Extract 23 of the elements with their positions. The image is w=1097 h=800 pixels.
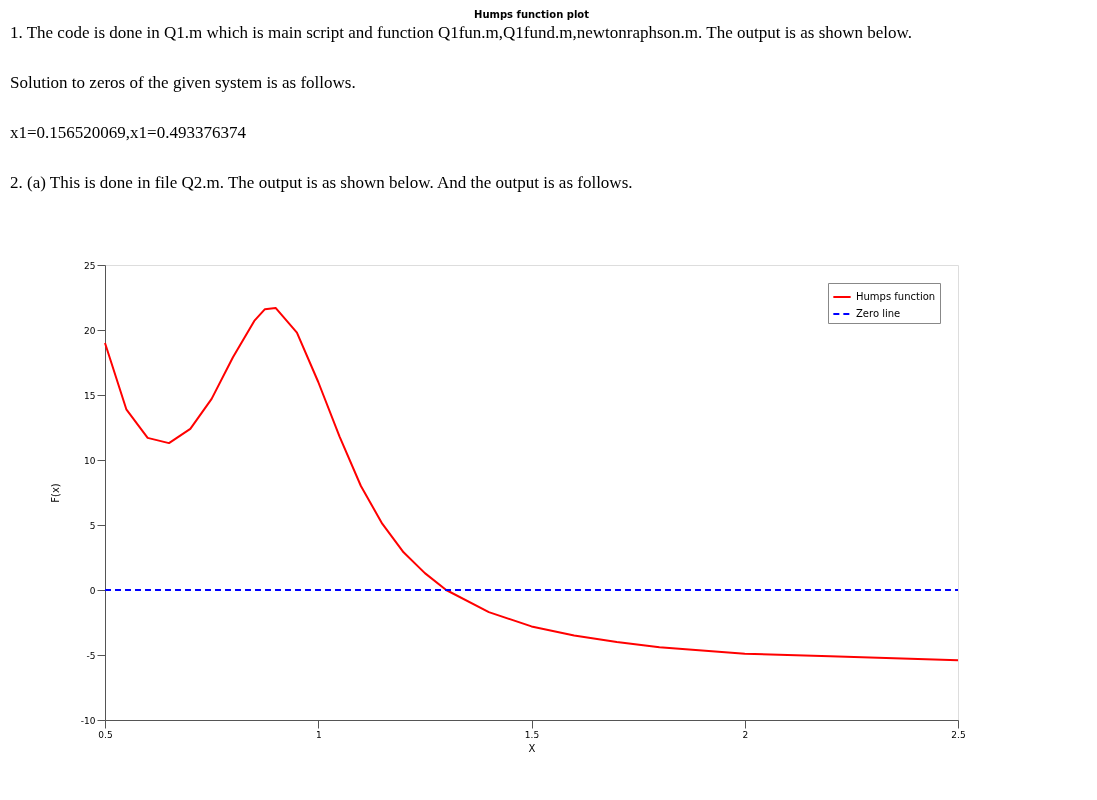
x-axis-title: X (528, 742, 536, 754)
x-tick-label: 2.5 (951, 729, 966, 740)
x-tick-label: 2 (742, 729, 749, 740)
line-series (104, 306, 959, 662)
y-axis-title: F(x) (49, 483, 61, 503)
text: x1=0.156520069,x1=0.493376374 (10, 123, 247, 142)
y-tick-label: 10 (84, 455, 96, 466)
y-tick-label: 15 (84, 390, 96, 401)
x-tick-label: 1 (315, 729, 322, 740)
y-tick-label: 0 (89, 585, 96, 596)
y-tick-label: 25 (84, 260, 96, 271)
text: Solution to zeros of the given system is as follows. (10, 73, 356, 92)
text: 1. The code is done in Q1.m which is main script and function Q1fun.m,Q1fund.m,newtonraphson.m. The output is as shown below. (10, 23, 912, 42)
y-tick-label: 5 (89, 520, 96, 531)
y-tick-label: 20 (84, 325, 96, 336)
chart-title: Humps function plot (474, 9, 590, 20)
y-tick-label: -10 (80, 715, 96, 726)
x-tick-label: 1.5 (524, 729, 540, 740)
x-tick-label: 0.5 (98, 729, 113, 740)
legend-label: Humps function (856, 291, 936, 302)
legend-label: Zero line (856, 308, 901, 319)
text: 2. (a) This is done in file Q2.m. The output is as shown below. And the output is as follows. (10, 173, 633, 192)
y-tick-label: -5 (86, 650, 96, 661)
